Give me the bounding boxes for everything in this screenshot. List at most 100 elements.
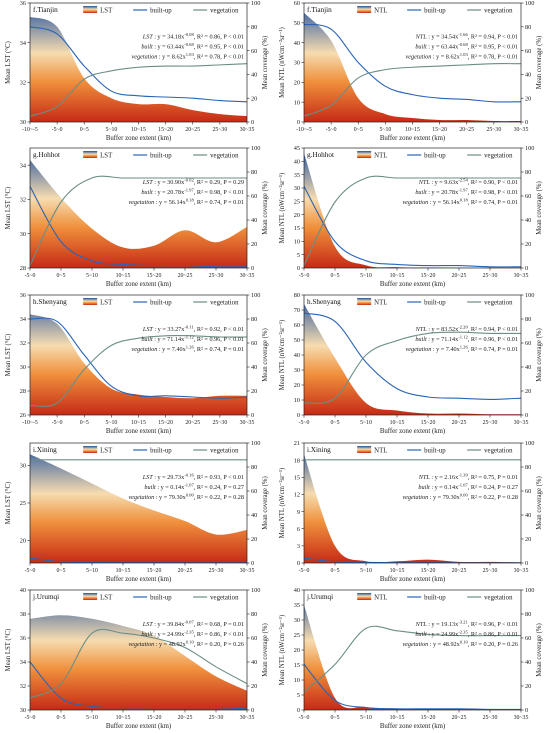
- y-tick-label: 5: [297, 252, 300, 259]
- equation-line: vegetation : y = 56.14x0.18, R² = 0.74, …: [402, 198, 518, 207]
- y2-axis-label: Mean coverage (%): [536, 328, 543, 382]
- y2-tick-label: 80: [525, 316, 531, 323]
- plot-frame: [303, 147, 522, 269]
- x-tick-label: 20~25: [178, 568, 193, 574]
- y-tick-label: 30: [294, 60, 300, 67]
- x-tick-label: 20~25: [452, 273, 467, 279]
- y2-tick-label: 40: [251, 364, 257, 371]
- x-tick-label: 20~25: [452, 420, 467, 426]
- y2-axis-label: Mean coverage (%): [536, 476, 543, 530]
- legend-label-vegetation: vegetation: [210, 594, 239, 601]
- y2-tick-label: 0: [525, 412, 528, 419]
- chart-panel-hohhot-lst: 28 30 32 34 0 20 40 60 80 100 -5~0 0~5 5~10 10~15 15~2…: [5, 145, 269, 288]
- x-tick-label: 30~35: [240, 568, 255, 574]
- x-tick-label: -5~0: [299, 568, 310, 574]
- y-tick-label: 30: [294, 617, 300, 624]
- x-axis-label: Buffer zone extent (km): [106, 428, 171, 435]
- y-tick-label: 32: [20, 683, 26, 690]
- x-tick-label: 5~10: [360, 715, 372, 721]
- y-tick-label: 30: [20, 231, 26, 238]
- legend-label-vegetation: vegetation: [484, 299, 513, 306]
- equation-line: built : y = 24.99x-2.35, R² = 0.86, P < …: [141, 630, 244, 639]
- y2-tick-label: 60: [525, 48, 531, 55]
- y2-tick-label: 0: [251, 707, 254, 714]
- y-axis-label: Mean NTL (nWcm⁻²sr⁻¹): [279, 615, 286, 686]
- equation-line: built : y = 71.14x-1.12, R² = 0.96, P < …: [141, 335, 244, 344]
- x-tick-label: 0~5: [57, 715, 66, 721]
- y-axis-label: Mean LST (°C): [5, 187, 12, 230]
- equation-line: vegetation : y = 79.30x0.00, R² = 0.22, …: [128, 493, 244, 502]
- y-tick-label: 30: [294, 367, 300, 374]
- y2-tick-label: 0: [251, 119, 254, 126]
- equation-line: vegetation : y = 48.92x0.10, R² = 0.20, …: [402, 640, 518, 649]
- y-tick-label: 15: [294, 474, 300, 481]
- x-tick-label: 5~10: [86, 273, 98, 279]
- y2-tick-label: 100: [525, 440, 534, 447]
- y2-tick-label: 20: [251, 683, 257, 690]
- x-tick-label: 30~35: [240, 127, 255, 133]
- y2-tick-label: 20: [525, 241, 531, 248]
- y-tick-label: 20: [294, 647, 300, 654]
- legend-label-lst: LST: [100, 299, 113, 306]
- x-tick-label: 0~5: [80, 420, 89, 426]
- y-tick-label: 34: [20, 659, 27, 666]
- legend-swatch-lst: [83, 298, 98, 305]
- legend-label-vegetation: vegetation: [484, 447, 513, 454]
- y2-tick-label: 20: [525, 683, 531, 690]
- y2-tick-label: 100: [251, 440, 260, 447]
- y-tick-label: 35: [294, 172, 300, 179]
- x-tick-label: 0~5: [57, 568, 66, 574]
- x-tick-label: 0~5: [331, 568, 340, 574]
- vegetation-line: [304, 331, 521, 404]
- y-axis-label: Mean NTL (nWcm⁻²sr⁻¹): [279, 320, 286, 391]
- panel-label: j.Urumqi: [306, 593, 333, 601]
- y2-tick-label: 0: [251, 265, 254, 272]
- chart-panel-urumqi-ntl: 0 5 10 15 20 25 30 35 40 0 20 40 60 80 100 -5~0 0~5 5~10 1…: [279, 587, 543, 730]
- legend-label-vegetation: vegetation: [210, 152, 239, 159]
- equation-line: vegetation : y = 79.30x0.00, R² = 0.22, …: [402, 493, 518, 502]
- panel-label: h.Shenyang: [33, 298, 67, 306]
- x-tick-label: -5~0: [299, 420, 310, 426]
- y2-tick-label: 20: [251, 95, 257, 102]
- x-tick-label: 15~20: [432, 127, 447, 133]
- equation-line: vegetation : y = 48.92x0.10, R² = 0.20, …: [128, 640, 244, 649]
- x-axis-label: Buffer zone extent (km): [380, 723, 445, 730]
- y-tick-label: 34: [20, 162, 27, 169]
- vegetation-line: [30, 335, 247, 407]
- x-tick-label: 15~20: [147, 568, 162, 574]
- equation-line: built : y = 20.78x-1.97, R² = 0.98, P < …: [415, 188, 518, 197]
- y2-axis-label: Mean coverage (%): [536, 36, 543, 90]
- y2-tick-label: 40: [525, 512, 531, 519]
- y-tick-label: 70: [294, 307, 300, 314]
- x-tick-label: -5~0: [52, 127, 63, 133]
- y-tick-label: 21: [294, 440, 300, 447]
- y-tick-label: 10: [294, 239, 300, 246]
- legend: LST built-up vegetation: [83, 298, 239, 306]
- y-tick-label: 15: [294, 225, 300, 232]
- y2-axis-label: Mean coverage (%): [262, 476, 269, 530]
- y2-tick-label: 20: [525, 95, 531, 102]
- y-tick-label: 40: [294, 587, 300, 594]
- y2-tick-label: 80: [251, 464, 257, 471]
- plot-frame: [29, 147, 248, 269]
- y2-tick-label: 60: [251, 48, 257, 55]
- y-tick-label: 20: [294, 382, 300, 389]
- x-tick-label: 10~15: [390, 568, 405, 574]
- legend-label-vegetation: vegetation: [210, 7, 239, 14]
- y-axis-label: Mean LST (°C): [5, 334, 12, 377]
- legend-swatch-ntl: [357, 593, 372, 600]
- y-tick-label: 34: [20, 40, 27, 47]
- x-tick-label: 30~35: [514, 568, 529, 574]
- legend-label-builtup: built-up: [424, 152, 446, 159]
- legend-label-vegetation: vegetation: [484, 594, 513, 601]
- legend-label-lst: LST: [100, 7, 113, 14]
- equation-line: LST : y = 29.73x-0.16, R² = 0.93, P < 0.…: [142, 473, 244, 482]
- legend-label-builtup: built-up: [424, 7, 446, 14]
- y-tick-label: 3: [297, 543, 300, 550]
- y-tick-label: 32: [20, 80, 26, 87]
- legend-label-ntl: NTL: [374, 299, 387, 306]
- legend: LST built-up vegetation: [83, 446, 239, 454]
- x-tick-label: 30~35: [240, 420, 255, 426]
- equation-line: built : y = 63.44x-0.68, R² = 0.95, P < …: [141, 42, 244, 51]
- x-tick-label: 10~15: [405, 127, 420, 133]
